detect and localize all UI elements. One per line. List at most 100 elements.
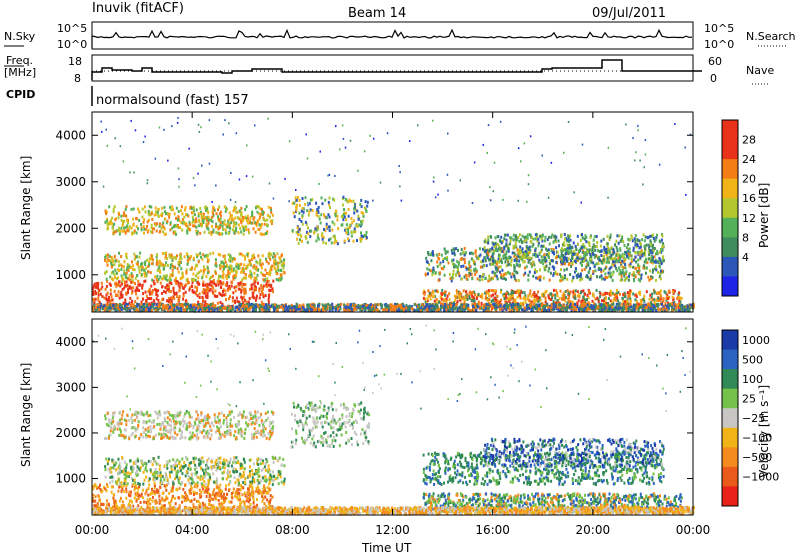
range-cell [561,294,564,298]
range-cell [619,248,622,252]
range-cell [261,210,264,214]
range-cell [109,275,112,279]
range-cell [225,264,228,268]
range-cell [680,296,683,300]
range-cell [610,292,613,296]
range-cell [193,224,196,228]
range-cell [566,238,569,242]
range-cell [169,273,172,277]
range-cell [364,200,367,204]
range-cell [269,257,272,261]
range-cell [447,261,450,265]
range-cell [370,309,373,313]
range-cell [623,306,626,310]
range-cell [180,267,183,271]
range-cell [168,212,171,216]
range-cell [483,256,486,260]
range-cell [505,301,508,304]
range-cell [503,297,506,300]
range-cell [329,206,331,210]
range-cell [161,298,164,302]
range-cell [325,225,328,229]
range-cell [615,288,618,292]
range-cell [143,268,146,272]
range-cell [327,302,330,306]
range-cell [579,274,582,278]
range-cell [254,308,257,312]
range-cell [658,275,661,279]
range-cell [566,277,569,281]
range-cell [259,207,262,211]
range-cell [615,245,618,249]
range-cell [555,246,558,250]
range-cell [265,257,267,261]
range-cell [211,274,214,278]
range-cell [499,249,502,253]
range-cell [225,298,227,302]
range-cell [175,216,177,220]
range-cell [215,212,218,216]
range-cell [530,295,533,298]
range-cell [528,233,531,237]
range-cell [538,258,541,262]
range-cell [487,253,490,257]
range-cell [244,215,247,219]
range-cell [117,276,120,280]
range-cell [192,206,195,210]
range-cell [431,303,434,307]
range-cell [152,299,155,303]
range-cell [557,254,560,258]
range-cell [538,296,541,300]
range-cell [588,244,591,248]
range-cell [248,231,250,235]
range-cell [117,228,120,232]
range-cell [642,264,645,268]
range-cell [140,228,143,232]
range-cell [160,277,163,281]
range-cell [527,251,530,255]
range-cell [172,265,174,268]
range-cell [545,289,548,293]
range-cell [171,274,174,278]
range-cell [571,256,574,260]
range-cell [333,241,336,245]
range-cell [582,245,585,249]
range-cell [487,309,490,313]
range-cell [619,239,622,243]
range-cell [93,282,96,286]
range-cell [186,231,189,235]
range-cell [656,233,658,237]
range-cell [132,223,135,227]
range-cell [588,290,590,294]
range-cell [662,256,664,260]
range-cell [175,232,177,236]
range-cell [387,309,390,313]
range-cell [554,238,557,242]
range-cell [390,303,393,307]
range-cell [672,307,675,311]
range-cell [558,244,560,248]
range-cell [177,299,180,302]
range-cell [636,270,639,273]
range-cell [657,308,660,312]
range-cell [345,227,348,231]
range-cell [608,238,611,242]
range-cell [566,289,569,292]
range-cell [216,225,219,229]
range-cell [131,278,134,282]
range-cell [493,249,495,253]
range-cell [528,292,531,296]
range-cell [131,268,134,271]
range-cell [135,231,138,235]
range-cell [322,235,325,239]
range-cell [307,226,309,230]
range-cell [429,308,432,312]
range-cell [531,262,534,266]
range-cell [488,294,490,298]
range-cell [329,237,332,241]
range-cell [261,304,264,307]
range-cell [548,235,550,239]
range-cell [114,275,116,279]
range-cell [205,283,208,287]
range-cell [195,220,198,224]
